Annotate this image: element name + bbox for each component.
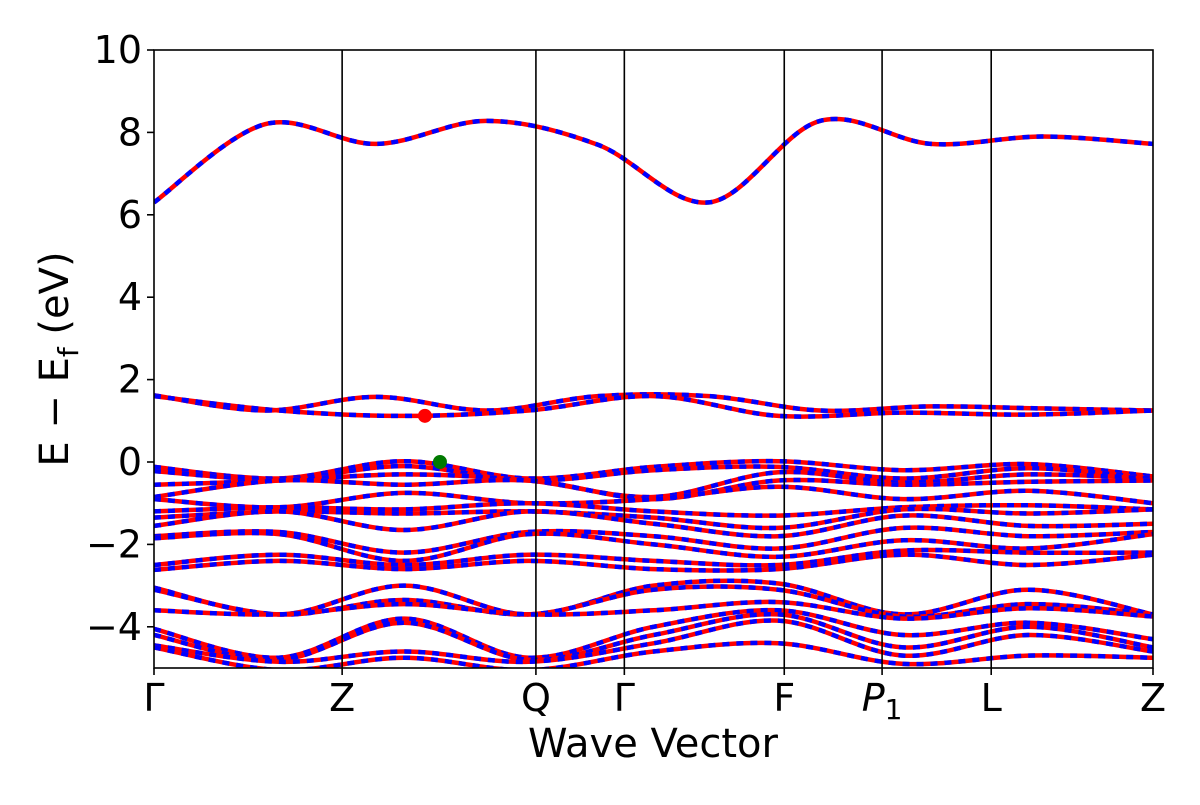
band-line-spin-up (154, 116, 1153, 205)
y-tick-label: 8 (118, 110, 142, 154)
band-line-spin-up (154, 393, 1153, 419)
x-axis-title: Wave Vector (528, 721, 779, 767)
band-line-spin-down (154, 584, 1153, 620)
x-tick-label: P1 (862, 676, 903, 726)
cbm-marker (417, 408, 432, 423)
x-tick-label: Γ (143, 676, 164, 720)
band-line-spin-up (154, 500, 1153, 518)
y-tick-label: 4 (118, 275, 142, 319)
bands-layer (154, 116, 1153, 668)
band-line-spin-up (154, 484, 1153, 510)
y-tick-label: 0 (118, 440, 142, 484)
band-line-spin-down (154, 116, 1153, 205)
band-line-spin-up (154, 547, 1153, 568)
markers-layer (417, 408, 447, 469)
band-line-spin-up (154, 611, 1153, 663)
y-axis-title: E − Ef (eV) (32, 251, 85, 466)
plot-frame (153, 49, 1154, 669)
y-tick-label: −2 (86, 522, 142, 566)
y-axis-ticks: 10 8 6 4 2 0 −2 −4 (86, 28, 154, 649)
band-line-spin-up (154, 618, 1153, 665)
band-line-spin-down (154, 469, 1153, 500)
y-tick-label: −4 (86, 605, 142, 649)
x-tick-label: Q (521, 676, 551, 720)
x-tick-label: L (981, 676, 1002, 720)
band-line-spin-up (154, 463, 1153, 483)
y-tick-label: 6 (118, 193, 142, 237)
band-line-spin-up (154, 506, 1153, 531)
x-tick-label: Z (329, 676, 355, 720)
band-line-spin-down (154, 509, 1153, 539)
high-symmetry-lines (341, 50, 993, 668)
band-line-spin-down (154, 477, 1153, 502)
band-line-spin-down (154, 640, 1153, 668)
band-line-spin-down (154, 530, 1153, 564)
x-axis-ticks: Γ Z Q Γ F P1 L Z (143, 668, 1166, 726)
x-tick-label: Z (1140, 676, 1166, 720)
band-line-spin-down (154, 392, 1153, 414)
y-tick-label: 10 (94, 28, 142, 72)
x-tick-label: F (773, 676, 795, 720)
vbm-marker (432, 455, 447, 469)
band-line-spin-up (154, 599, 1153, 621)
band-line-spin-up (154, 552, 1153, 573)
y-tick-label: 2 (118, 358, 142, 402)
band-line-spin-down (154, 458, 1153, 481)
band-line-spin-down (154, 525, 1153, 555)
band-line-spin-down (154, 578, 1153, 617)
x-tick-label: Γ (614, 676, 635, 720)
